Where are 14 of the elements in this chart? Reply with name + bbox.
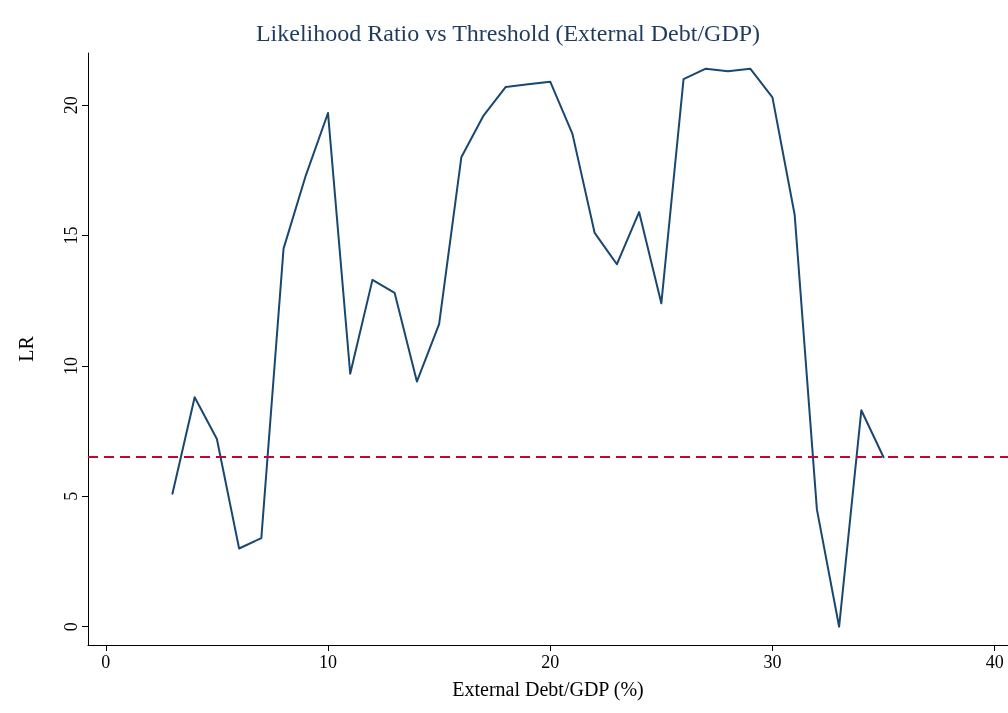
x-tick-label: 0	[101, 652, 111, 672]
x-tick-label: 10	[319, 652, 337, 672]
y-tick-label: 10	[61, 356, 81, 375]
chart-title: Likelihood Ratio vs Threshold (External Debt/GDP)	[255, 20, 761, 46]
y-tick-label: 5	[61, 491, 81, 501]
x-tick-label: 40	[985, 652, 1004, 672]
x-axis-title: External Debt/GDP (%)	[452, 678, 644, 701]
y-axis-title: LR	[15, 335, 37, 362]
y-tick-label: 15	[61, 226, 81, 245]
y-tick-label: 0	[61, 622, 81, 632]
line-series	[171, 67, 885, 628]
x-tick-label: 20	[541, 652, 560, 672]
y-tick-label: 20	[61, 96, 81, 115]
x-tick-label: 30	[763, 652, 782, 672]
